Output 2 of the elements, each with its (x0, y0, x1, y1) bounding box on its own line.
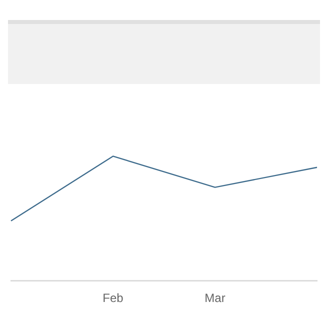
x-tick-label: Mar (204, 291, 226, 306)
x-tick-label: Feb (102, 291, 124, 306)
